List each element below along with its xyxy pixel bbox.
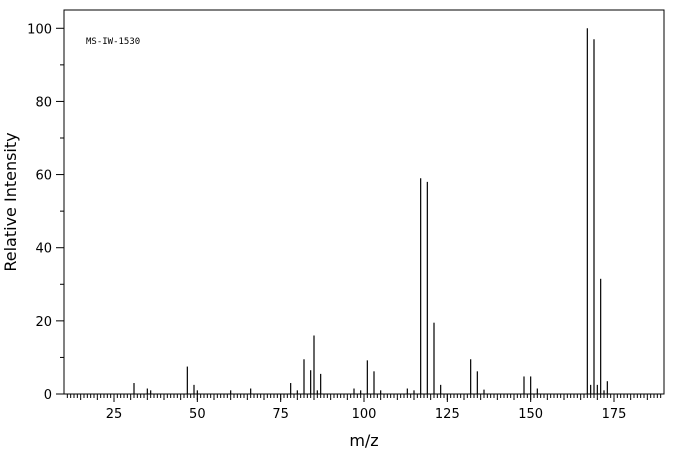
x-tick-label: 25 (106, 407, 123, 422)
x-tick-label: 175 (602, 407, 627, 422)
x-axis-label: m/z (349, 431, 378, 450)
y-tick-label: 100 (27, 22, 52, 37)
y-tick-label: 60 (35, 169, 52, 184)
x-tick-label: 75 (272, 407, 289, 422)
x-tick-label: 150 (518, 407, 543, 422)
y-minor-ticks (60, 64, 64, 358)
y-tick-label: 40 (35, 242, 52, 257)
spectrum-annotation: MS-IW-1530 (86, 37, 140, 47)
x-tick-label: 100 (352, 407, 377, 422)
y-axis-label: Relative Intensity (1, 132, 20, 271)
plot-frame (63, 9, 665, 395)
peak-bars (133, 28, 608, 394)
x-tick-label: 125 (435, 407, 460, 422)
x-minor-ticks (66, 394, 662, 400)
x-major-ticks: 25 50 75 100 125 150 175 (106, 394, 627, 422)
y-tick-label: 0 (44, 388, 52, 403)
y-tick-label: 80 (35, 95, 52, 110)
x-tick-label: 50 (189, 407, 206, 422)
y-major-ticks: 0 20 40 60 80 100 (27, 22, 64, 403)
y-tick-label: 20 (35, 315, 52, 330)
